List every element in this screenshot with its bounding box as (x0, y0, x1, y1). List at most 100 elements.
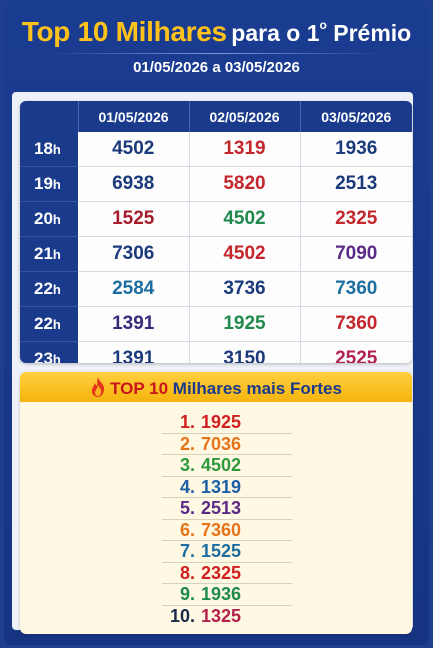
hour-cell: 21h (20, 236, 78, 272)
table-row: 18h 4502 1319 1936 (20, 132, 412, 167)
rank-value: 1936 (201, 584, 242, 604)
top10-list: 1. 1925 2. 7036 3. 4502 4. 1319 5. 2513 6. 7360 7. 15… (162, 412, 292, 626)
number-cell: 1391 (78, 306, 190, 342)
header: Top 10 Milhares para o 1o Prémio 01/05/2… (4, 2, 429, 92)
number-cell: 4502 (189, 236, 301, 272)
rank-number: 1. (179, 412, 195, 432)
page-title: Top 10 Milhares para o 1o Prémio (4, 16, 429, 48)
table-row: 21h 7306 4502 7090 (20, 236, 412, 272)
number-cell: 4502 (189, 201, 301, 237)
hour-unit: h (52, 177, 61, 192)
date-range: 01/05/2026 a 03/05/2026 (133, 59, 300, 76)
hour-unit: h (52, 317, 61, 332)
rank-value: 1325 (201, 605, 242, 626)
title-rest: para o 1o Prémio (231, 18, 412, 46)
list-item: 6. 7360 (162, 519, 292, 541)
header-divider (44, 53, 389, 54)
title-rest-text: para o 1 (231, 20, 320, 46)
list-item: 7. 1525 (162, 541, 292, 563)
rank-value: 1525 (201, 541, 242, 561)
number-cell: 1936 (300, 132, 412, 167)
hour-cell: 20h (20, 201, 78, 237)
fire-icon (90, 377, 106, 402)
hour-cell: 18h (20, 132, 78, 167)
hour-unit: h (52, 282, 61, 297)
table-header-row: 01/05/2026 02/05/2026 03/05/2026 (20, 101, 412, 132)
hour-cell: 19h (20, 166, 78, 202)
rank-value: 1319 (201, 476, 242, 497)
rank-number: 10. (169, 605, 195, 626)
number-cell: 1319 (189, 132, 301, 167)
rank-value: 2325 (201, 562, 242, 583)
number-cell: 1525 (78, 201, 190, 237)
top10-card: TOP 10 Milhares mais Fortes 1. 1925 2. 7036… (20, 372, 412, 634)
list-item: 8. 2325 (162, 562, 292, 584)
hour-label: 20 (34, 209, 53, 228)
title-end: Prémio (333, 20, 412, 46)
number-cell: 7306 (78, 236, 190, 272)
list-item: 9. 1936 (162, 584, 292, 606)
number-cell: 2525 (335, 348, 378, 363)
rank-number: 5. (179, 498, 195, 518)
rank-number: 6. (179, 519, 195, 540)
title-highlight: Top 10 Milhares (21, 16, 227, 47)
rank-value: 4502 (201, 455, 242, 475)
number-cell: 2513 (300, 166, 412, 202)
hour-label: 18 (34, 139, 53, 158)
top10-header: TOP 10 Milhares mais Fortes (20, 372, 412, 402)
top10-title-part2: Milhares mais Fortes (172, 378, 342, 398)
list-item: 4. 1319 (162, 476, 292, 498)
table-row: 19h 6938 5820 2513 (20, 166, 412, 202)
number-cell: 1925 (189, 306, 301, 342)
number-cell: 7360 (300, 306, 412, 342)
number-cell: 3736 (189, 271, 301, 307)
table-row: 22h 1391 1925 7360 (20, 306, 412, 342)
hour-cell: 22h (20, 306, 78, 342)
rank-number: 2. (179, 433, 195, 454)
hour-label: 22 (34, 279, 53, 298)
number-cell: 7360 (300, 271, 412, 307)
rank-number: 8. (179, 562, 195, 583)
table-row: 20h 1525 4502 2325 (20, 201, 412, 237)
rank-number: 9. (179, 584, 195, 604)
column-header: 02/05/2026 (189, 101, 301, 132)
number-cell: 1391 (78, 341, 190, 363)
top10-title: TOP 10 Milhares mais Fortes (20, 377, 412, 402)
hour-unit: h (52, 212, 61, 227)
number-cell: 7090 (300, 236, 412, 272)
table-row: 22h 2584 3736 7360 (20, 271, 412, 307)
hour-label: 19 (34, 174, 53, 193)
number-cell: 3150 (189, 341, 301, 363)
column-header: 01/05/2026 (78, 101, 190, 132)
rank-number: 7. (179, 541, 195, 561)
number-cell: 2584 (78, 271, 190, 307)
rank-value: 7036 (201, 433, 242, 454)
list-item: 2. 7036 (162, 433, 292, 455)
list-item: 10. 1325 (162, 606, 292, 627)
hour-cell: 23h (20, 341, 78, 363)
rank-number: 3. (179, 455, 195, 475)
list-item: 3. 4502 (162, 455, 292, 477)
rank-value: 7360 (201, 519, 242, 540)
corner-cell (20, 101, 79, 132)
number-cell: 4502 (78, 132, 190, 167)
number-cell: 5820 (189, 166, 301, 202)
hour-unit: h (52, 142, 61, 157)
hour-label: 21 (34, 244, 53, 263)
results-table: 01/05/2026 02/05/2026 03/05/2026 18h 4502… (20, 101, 412, 363)
hour-label: 22 (34, 314, 53, 333)
results-table-container: 01/05/2026 02/05/2026 03/05/2026 18h 4502… (20, 101, 412, 363)
rank-number: 4. (179, 476, 195, 497)
hour-unit: h (52, 352, 61, 363)
hour-unit: h (52, 247, 61, 262)
rank-value: 1925 (201, 412, 242, 432)
rank-value: 2513 (201, 498, 242, 518)
number-cell: 2325 (300, 201, 412, 237)
title-superscript: o (319, 18, 327, 32)
top10-title-part1: TOP 10 (110, 378, 169, 398)
column-header: 03/05/2026 (300, 101, 412, 132)
number-cell: 6938 (78, 166, 190, 202)
hour-cell: 22h (20, 271, 78, 307)
table-row: 23h 1391 3150 2525 (20, 341, 412, 363)
hour-label: 23 (34, 349, 53, 363)
